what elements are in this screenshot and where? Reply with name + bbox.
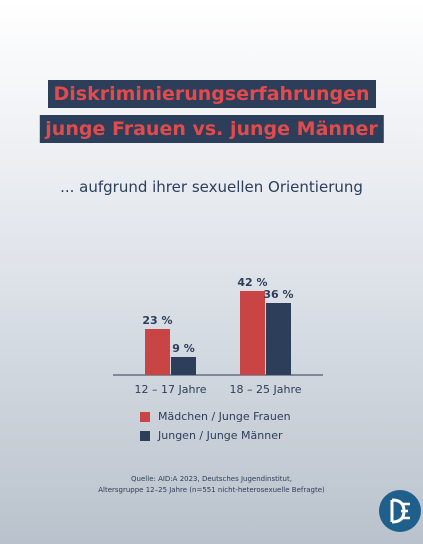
legend-label-girls: Mädchen / Junge Frauen bbox=[158, 410, 291, 423]
organization-logo-icon bbox=[379, 490, 421, 532]
data-label-boys-0: 9 % bbox=[172, 342, 195, 355]
category-label-1: 18 – 25 Jahre bbox=[230, 383, 302, 396]
source-line-1: Quelle: AID:A 2023, Deutsches Jugendinst… bbox=[131, 475, 292, 483]
data-label-girls-1: 42 % bbox=[237, 276, 267, 289]
legend-swatch-red bbox=[140, 411, 150, 422]
legend-swatch-navy bbox=[140, 430, 150, 441]
category-label-0: 12 – 17 Jahre bbox=[135, 383, 207, 396]
bar-boys-1 bbox=[266, 303, 291, 375]
legend-item-boys: Jungen / Junge Männer bbox=[140, 429, 283, 442]
bar-girls-0 bbox=[145, 329, 170, 375]
data-label-girls-0: 23 % bbox=[142, 314, 172, 327]
chart-title-line-1: Diskriminierungserfahrungen bbox=[47, 80, 376, 108]
legend-label-boys: Jungen / Junge Männer bbox=[158, 429, 283, 442]
bar-girls-1 bbox=[240, 291, 265, 375]
bar-chart: 23 % 9 % 12 – 17 Jahre 42 %36 % 18 – 25 Jahr… bbox=[113, 276, 323, 396]
chart-title-line-2: junge Frauen vs. junge Männer bbox=[39, 115, 384, 143]
data-label-boys-1: 36 % bbox=[263, 288, 293, 301]
legend-item-girls: Mädchen / Junge Frauen bbox=[140, 410, 291, 423]
source-line-2: Altersgruppe 12–25 Jahre (n=551 nicht-he… bbox=[98, 486, 325, 494]
source-note: Quelle: AID:A 2023, Deutsches Jugendinst… bbox=[40, 474, 383, 496]
bar-boys-0 bbox=[171, 357, 196, 375]
chart-subtitle: ... aufgrund ihrer sexuellen Orientierun… bbox=[60, 178, 363, 196]
